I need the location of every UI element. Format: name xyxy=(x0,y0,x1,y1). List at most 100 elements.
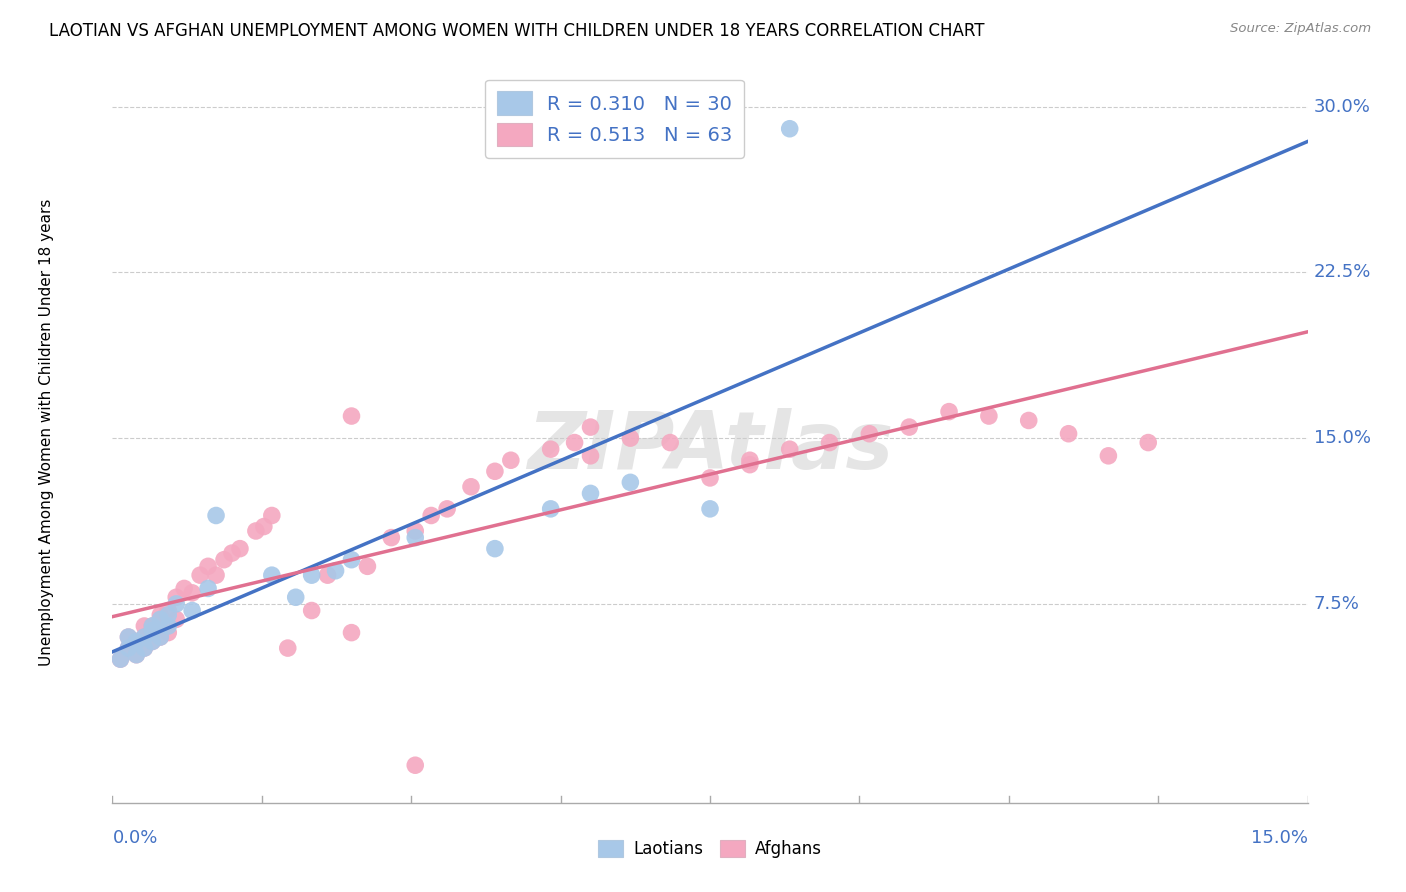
Point xyxy=(117,641,139,656)
Point xyxy=(540,442,562,457)
Point xyxy=(221,546,243,560)
Point xyxy=(134,619,156,633)
Point xyxy=(420,508,443,523)
Point xyxy=(938,404,960,418)
Point xyxy=(134,641,156,656)
Point xyxy=(699,471,721,485)
Point xyxy=(340,552,363,566)
Point xyxy=(1057,426,1080,441)
Point xyxy=(117,641,139,656)
Text: ZIPAtlas: ZIPAtlas xyxy=(527,409,893,486)
Point xyxy=(484,541,506,556)
Text: Unemployment Among Women with Children Under 18 years: Unemployment Among Women with Children U… xyxy=(39,199,55,666)
Point xyxy=(619,475,641,490)
Point xyxy=(356,559,378,574)
Point xyxy=(157,625,180,640)
Point xyxy=(181,586,204,600)
Point xyxy=(212,552,235,566)
Point xyxy=(659,435,682,450)
Legend: Laotians, Afghans: Laotians, Afghans xyxy=(592,833,828,865)
Point xyxy=(134,630,156,644)
Point xyxy=(134,641,156,656)
Point xyxy=(134,630,156,644)
Text: Source: ZipAtlas.com: Source: ZipAtlas.com xyxy=(1230,22,1371,36)
Point xyxy=(540,501,562,516)
Point xyxy=(579,486,602,500)
Point xyxy=(779,121,801,136)
Point xyxy=(1018,413,1040,427)
Point xyxy=(579,449,602,463)
Point xyxy=(260,568,283,582)
Point xyxy=(110,652,132,666)
Text: 15.0%: 15.0% xyxy=(1313,429,1371,447)
Point xyxy=(141,619,163,633)
Point xyxy=(141,625,163,640)
Point xyxy=(484,464,506,478)
Point xyxy=(141,634,163,648)
Point xyxy=(181,603,204,617)
Point xyxy=(157,619,180,633)
Point xyxy=(898,420,921,434)
Point xyxy=(301,603,323,617)
Point xyxy=(173,582,195,596)
Point xyxy=(149,607,172,622)
Point xyxy=(165,597,187,611)
Point xyxy=(117,630,139,644)
Point xyxy=(110,652,132,666)
Text: 22.5%: 22.5% xyxy=(1313,263,1371,281)
Point xyxy=(977,409,1000,423)
Point xyxy=(699,501,721,516)
Point xyxy=(619,431,641,445)
Point xyxy=(245,524,267,538)
Point xyxy=(499,453,522,467)
Point xyxy=(125,634,148,648)
Point xyxy=(738,458,761,472)
Point xyxy=(157,607,180,622)
Point xyxy=(404,524,426,538)
Point xyxy=(205,568,228,582)
Point xyxy=(460,480,482,494)
Point xyxy=(125,648,148,662)
Point xyxy=(141,624,163,638)
Point xyxy=(149,612,172,626)
Point xyxy=(380,531,402,545)
Point xyxy=(1137,435,1160,450)
Point xyxy=(340,409,363,423)
Text: 0.0%: 0.0% xyxy=(112,830,157,847)
Point xyxy=(253,519,276,533)
Point xyxy=(564,435,586,450)
Point xyxy=(149,612,172,626)
Point xyxy=(779,442,801,457)
Point xyxy=(738,453,761,467)
Point xyxy=(325,564,347,578)
Point xyxy=(301,568,323,582)
Point xyxy=(197,559,219,574)
Point xyxy=(149,630,172,644)
Point xyxy=(404,531,426,545)
Point xyxy=(818,435,841,450)
Point xyxy=(165,612,187,626)
Point xyxy=(316,568,339,582)
Point xyxy=(165,591,187,605)
Point xyxy=(117,630,139,644)
Point xyxy=(284,591,307,605)
Point xyxy=(229,541,252,556)
Text: LAOTIAN VS AFGHAN UNEMPLOYMENT AMONG WOMEN WITH CHILDREN UNDER 18 YEARS CORRELAT: LAOTIAN VS AFGHAN UNEMPLOYMENT AMONG WOM… xyxy=(49,22,984,40)
Point xyxy=(197,582,219,596)
Text: 7.5%: 7.5% xyxy=(1313,595,1360,613)
Point xyxy=(436,501,458,516)
Point xyxy=(277,641,299,656)
Point xyxy=(205,508,228,523)
Point xyxy=(340,625,363,640)
Point xyxy=(260,508,283,523)
Point xyxy=(858,426,880,441)
Point xyxy=(404,758,426,772)
Point xyxy=(579,420,602,434)
Text: 15.0%: 15.0% xyxy=(1250,830,1308,847)
Text: 30.0%: 30.0% xyxy=(1313,97,1371,116)
Point xyxy=(141,634,163,648)
Point xyxy=(141,619,163,633)
Point xyxy=(1097,449,1119,463)
Point xyxy=(149,630,172,644)
Point xyxy=(125,634,148,648)
